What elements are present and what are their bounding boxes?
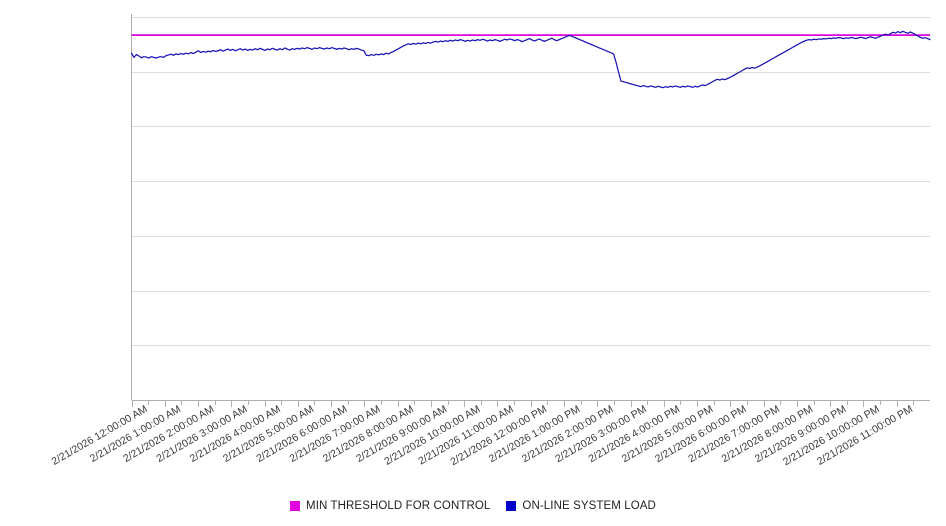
legend-label-min-threshold-for-control: MIN THRESHOLD FOR CONTROL (306, 500, 491, 512)
gridlines (131, 17, 930, 401)
legend-label-on-line-system-load: ON-LINE SYSTEM LOAD (522, 500, 656, 512)
on-line-system-load-line (130, 30, 931, 89)
legend-swatch-blue (506, 501, 517, 511)
legend-item-min-threshold-for-control: MIN THRESHOLD FOR CONTROL (290, 500, 490, 512)
line-chart: 2/21/2026 12:00:00 AM2/21/2026 1:00:00 A… (50, 14, 931, 468)
chart-legend: MIN THRESHOLD FOR CONTROL ON-LINE SYSTEM… (0, 496, 946, 516)
legend-item-on-line-system-load: ON-LINE SYSTEM LOAD (506, 500, 656, 512)
legend-swatch-magenta (290, 501, 301, 511)
x-axis-ticks (132, 401, 914, 407)
x-axis-tick-labels: 2/21/2026 12:00:00 AM2/21/2026 1:00:00 A… (50, 403, 915, 468)
